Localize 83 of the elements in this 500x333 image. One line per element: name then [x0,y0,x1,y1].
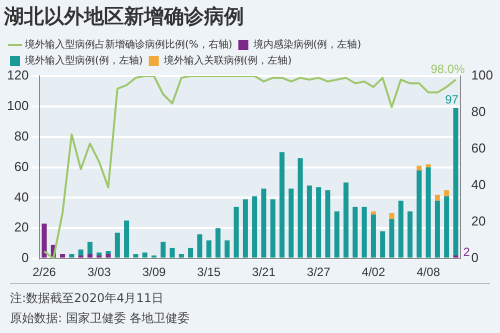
legend-label: 境外输入型病例(例，左轴) [24,54,143,67]
y2-tick-label: 100 [471,68,494,83]
x-tick-label: 4/02 [362,265,386,280]
bar [60,254,66,258]
bar [124,220,130,258]
bar [279,152,285,258]
text: 注:数据截至2020年4月11日 [10,290,164,307]
y-tick-label: 40 [14,189,29,204]
x-tick-label: 3/15 [197,265,221,280]
bar [389,219,394,258]
bar [389,212,394,220]
bar [106,250,111,254]
bar [444,196,450,258]
bar [114,232,120,258]
y-tick-label: 20 [14,220,29,235]
bar [160,242,166,258]
x-tick-label: 3/27 [306,265,331,280]
bar [106,254,111,258]
bar [261,188,266,258]
x-tick-label: 2/26 [32,265,56,280]
bar [96,252,102,256]
bar [306,186,312,258]
bar [234,206,239,258]
bar [453,108,458,256]
bar [370,214,376,258]
data-label: 98.0% [430,62,466,76]
x-tick-label: 3/21 [252,265,276,280]
bar [343,182,349,258]
bar [215,228,221,258]
bar [426,164,431,168]
bar [78,249,84,256]
bar [298,158,303,258]
y2-tick-label: 80 [471,104,486,120]
bar [434,200,440,258]
bar [206,240,212,258]
bar [334,211,340,258]
bar [380,231,386,258]
y-tick-label: 80 [14,128,29,144]
bar [416,166,422,170]
y-tick-label: 60 [14,158,29,174]
text: 原始数据: 国家卫健委 各地卫健委 [10,310,191,327]
bar [270,199,276,258]
legend-label: 境外输入型病例占新增确诊病例比例(%，右轴) [24,38,232,51]
bar [42,224,47,258]
data-label: 2 [463,244,470,259]
x-tick-label: 4/08 [416,265,440,280]
y2-tick-label: 0 [471,250,479,266]
bar [288,188,294,258]
legend-label: 境内感染病例(例，左轴) [252,38,362,51]
bar [178,254,184,258]
y2-tick-label: 20 [471,214,486,229]
y-tick-label: 100 [6,98,29,114]
x-tick-label: 3/09 [142,265,166,280]
y-tick-label: 120 [6,68,29,83]
bar [408,211,413,258]
bar [224,240,230,258]
bar [133,254,138,258]
data-label: 97 [445,92,459,106]
x-tick-label: 3/03 [87,265,112,280]
bar [325,190,330,258]
bar [197,234,202,258]
bar [87,242,92,254]
bar [444,190,450,196]
y2-tick-label: 60 [471,140,486,156]
bar [142,252,148,258]
bar [416,170,422,258]
y2-tick-label: 40 [471,177,486,192]
bar [242,199,248,258]
bar [316,187,322,258]
bar [362,206,367,258]
y-tick-label: 0 [21,250,29,266]
bar [398,200,404,258]
bar [87,254,92,258]
legend-label: 境外输入关联病例(例，左轴) [162,54,292,67]
chart-title: 湖北以外地区新增确诊病例 [3,4,244,28]
bar [370,211,376,214]
bar [69,254,74,258]
bar [170,248,175,258]
bar [188,248,194,258]
bar [434,194,440,201]
bar [252,196,258,258]
bar [352,206,358,258]
bar [426,167,431,258]
